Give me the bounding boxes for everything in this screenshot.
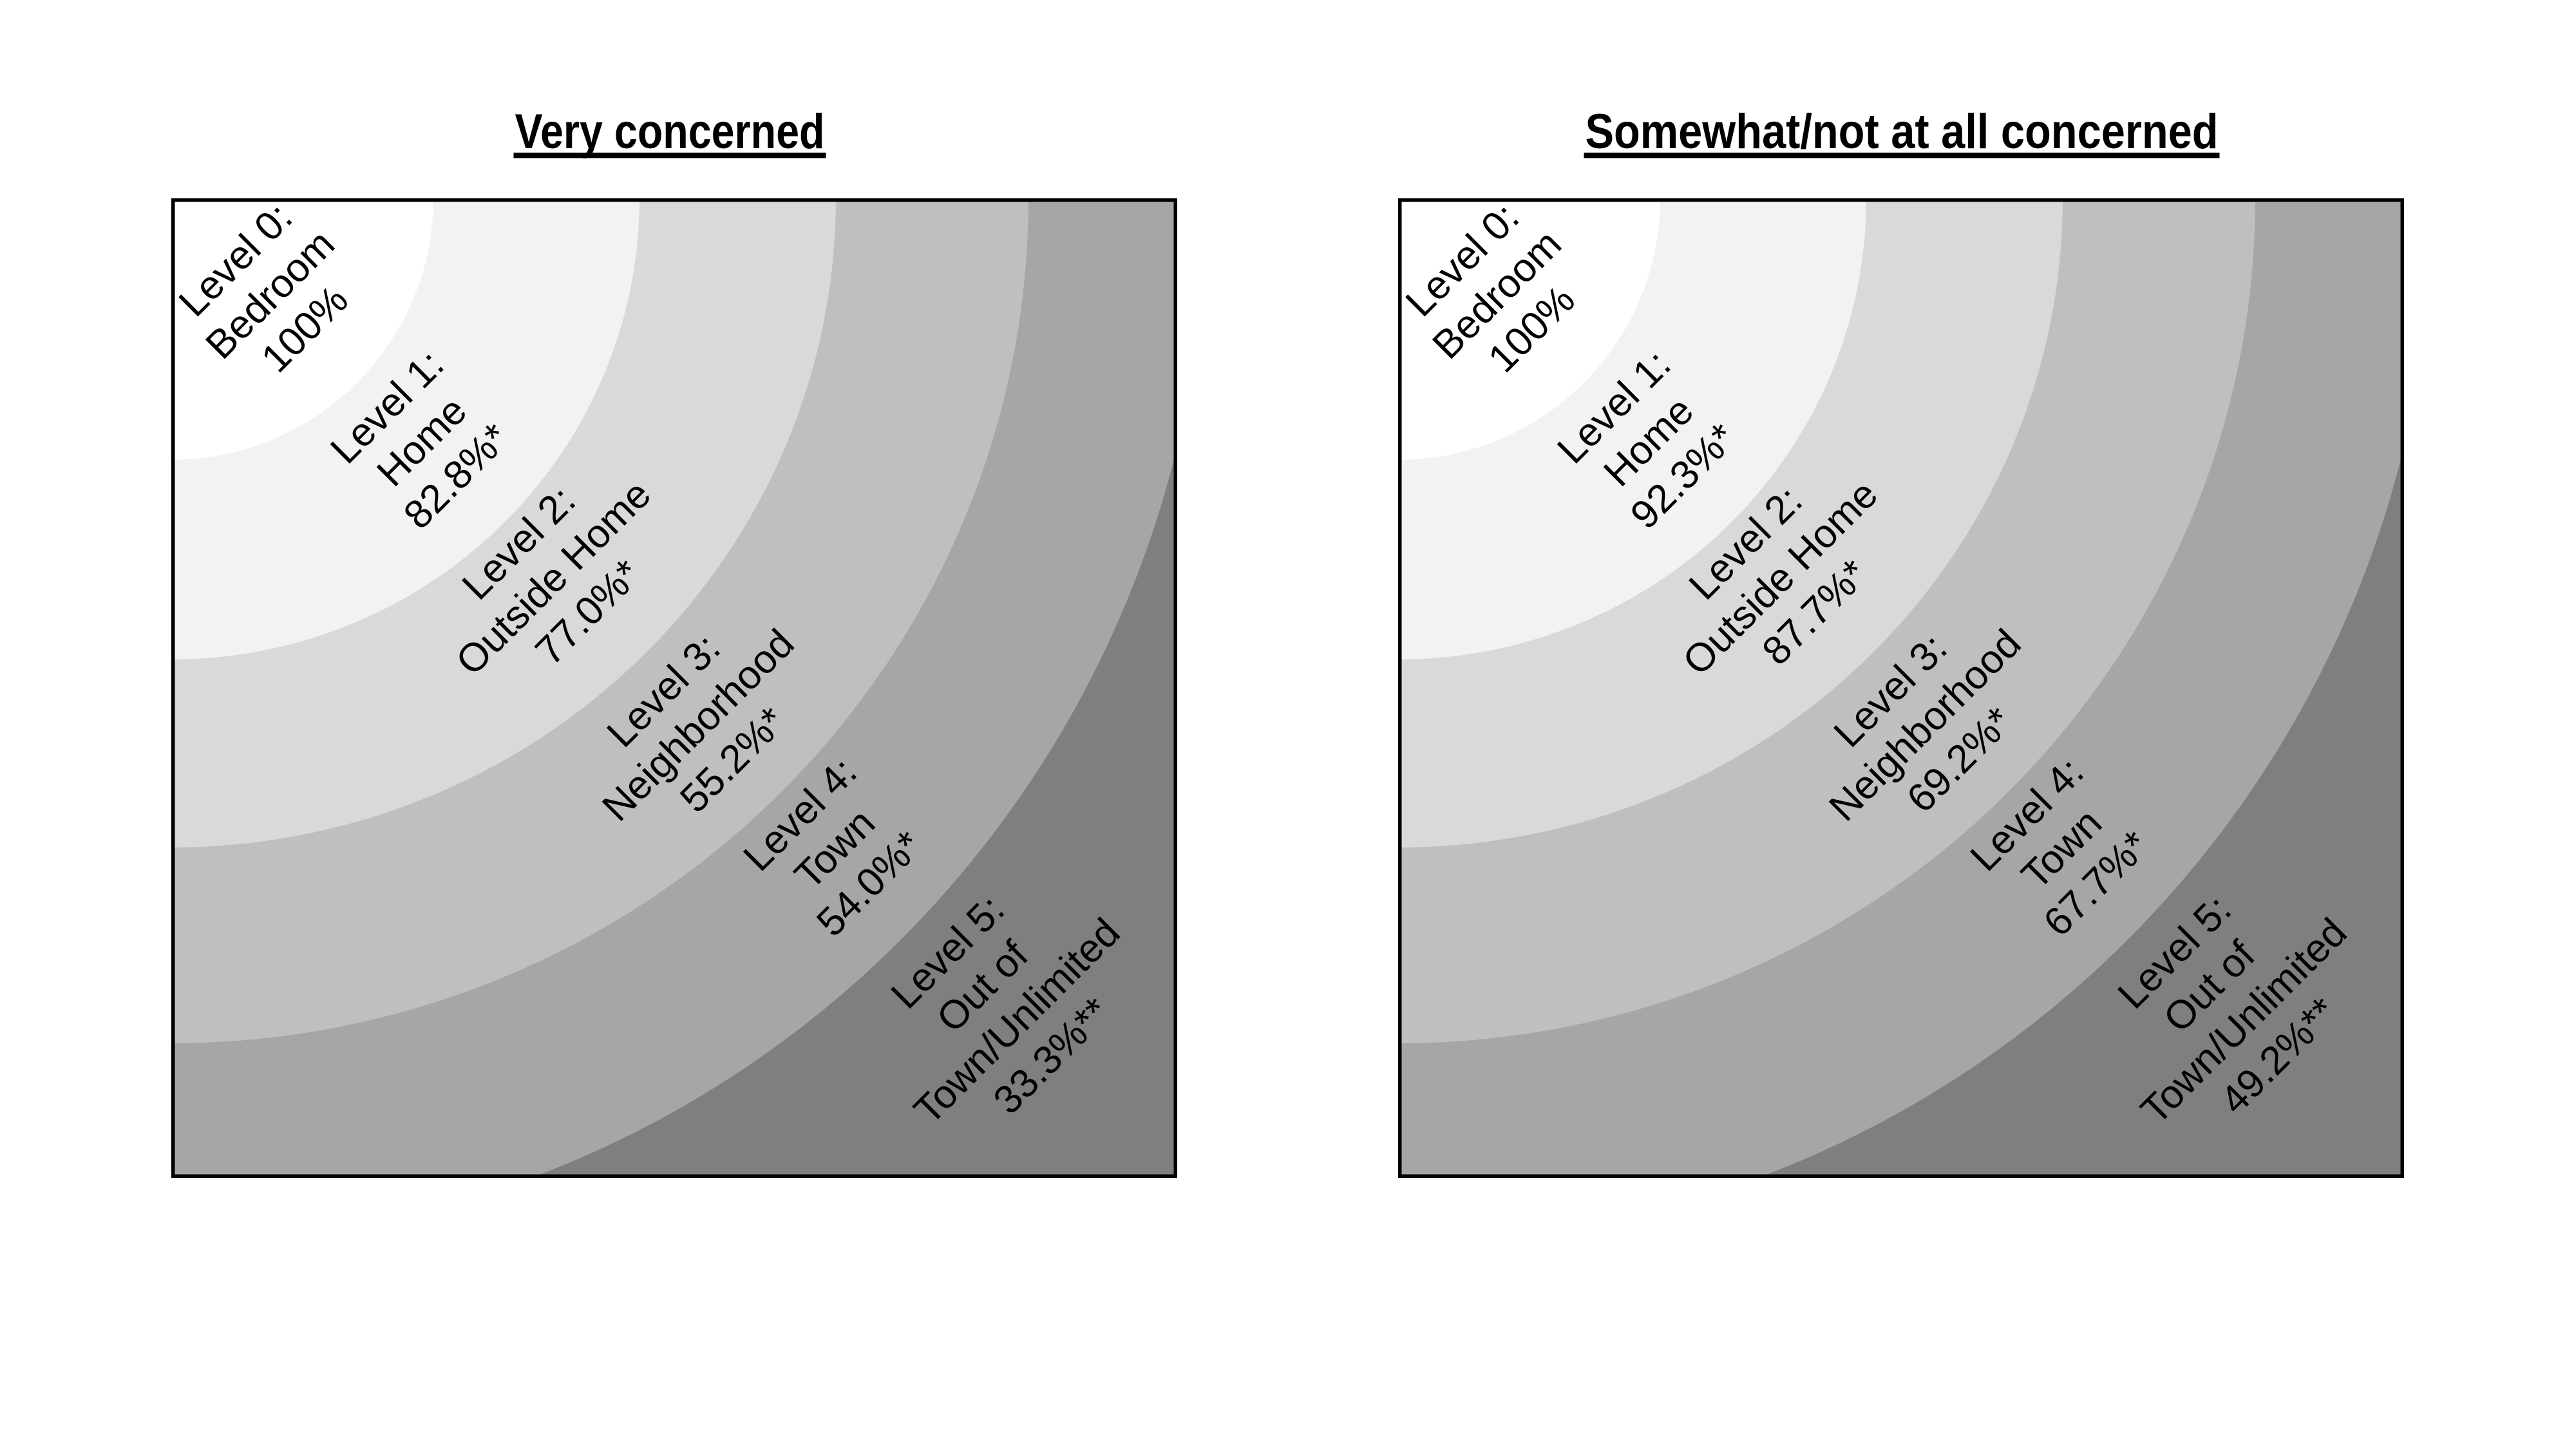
- svg-text:Somewhat/not at all concerned: Somewhat/not at all concerned: [1586, 104, 2219, 159]
- svg-text:Very concerned: Very concerned: [515, 104, 825, 159]
- svg-text:Level 5:Out ofTown/Unlimited33: Level 5:Out ofTown/Unlimited33.3%**: [837, 841, 1163, 1168]
